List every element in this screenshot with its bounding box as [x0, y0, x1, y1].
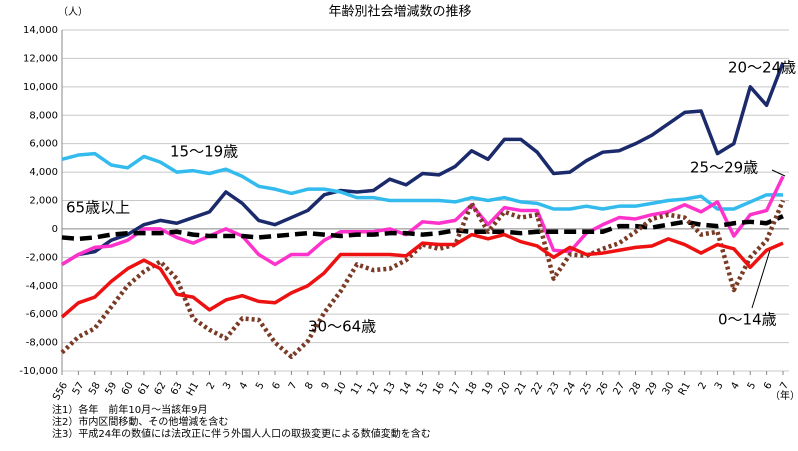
x-tick-label: 2: [205, 381, 218, 392]
y-tick-label: -2,000: [26, 252, 58, 263]
y-tick-label: -10,000: [19, 366, 58, 377]
x-tick-label: R1: [677, 381, 693, 398]
x-tick-label: 24: [562, 381, 578, 398]
x-tick-label: 57: [71, 381, 87, 398]
x-tick-label: 16: [431, 381, 447, 398]
x-tick-label: 29: [644, 381, 660, 398]
x-tick-label: H1: [185, 381, 201, 399]
x-tick-label: 8: [303, 381, 316, 392]
y-tick-label: 8,000: [29, 110, 58, 121]
x-tick-label: 3: [221, 381, 234, 392]
series-line: [61, 214, 784, 242]
y-tick-label: 6,000: [29, 139, 58, 150]
x-tick-label: 20: [497, 381, 513, 398]
x-tick-label: 11: [349, 381, 365, 398]
y-tick-label: -6,000: [26, 309, 58, 320]
y-tick-label: -8,000: [26, 338, 58, 349]
x-tick-label: 3: [713, 381, 726, 392]
x-tick-label: 2: [697, 381, 710, 392]
x-tick-label: 58: [87, 381, 103, 398]
x-tick-label: 7: [778, 381, 791, 392]
x-tick-label: 15: [415, 381, 431, 398]
x-tick-label: 4: [729, 381, 742, 392]
x-tick-label: 60: [120, 381, 136, 398]
x-tick-label: 30: [661, 381, 677, 398]
series-label: 65歳以上: [66, 199, 130, 217]
series-label: 20～24歳: [728, 59, 796, 77]
note: 注3）平成24年の数値には法改正に伴う外国人人口の取扱変更による数値変動を含む: [52, 427, 431, 440]
series-label: 0～14歳: [718, 311, 777, 329]
x-tick-label: 5: [746, 381, 759, 392]
series-label: 30～64歳: [308, 318, 376, 336]
x-tick-label: 26: [595, 381, 611, 398]
y-unit: （人）: [58, 6, 88, 18]
x-tick-label: 19: [480, 381, 496, 398]
x-tick-label: 21: [513, 381, 529, 398]
x-tick-label: 18: [464, 381, 480, 398]
x-tick-label: 22: [530, 381, 546, 398]
x-tick-label: 62: [153, 381, 169, 398]
x-tick-label: 10: [333, 381, 349, 398]
y-tick-label: 14,000: [23, 25, 58, 36]
x-tick-label: 17: [448, 381, 464, 398]
series-line: [61, 175, 785, 267]
x-tick-label: 28: [628, 381, 644, 398]
y-tick-label: -4,000: [26, 281, 58, 292]
x-tick-label: 63: [169, 381, 185, 398]
x-unit: （年）: [770, 389, 798, 402]
pointer: [771, 169, 786, 177]
x-tick-label: 61: [136, 381, 152, 398]
x-tick-label: S56: [51, 381, 70, 403]
x-tick-label: 9: [320, 381, 333, 392]
y-tick-label: 4,000: [29, 167, 58, 178]
note: 注1）各年 前年10月～当該年9月: [52, 403, 207, 416]
x-tick-label: 59: [103, 381, 119, 398]
x-tick-label: 5: [254, 381, 267, 392]
series-label: 25～29歳: [690, 159, 758, 177]
x-tick-label: 14: [398, 381, 414, 398]
y-tick-label: 10,000: [23, 82, 58, 93]
series-label: 15～19歳: [170, 143, 238, 161]
x-tick-label: 27: [611, 381, 627, 398]
x-tick-label: 4: [238, 381, 251, 392]
x-tick-label: 12: [366, 381, 382, 398]
chart-title: 年齢別社会増減数の推移: [328, 4, 471, 20]
note: 注2）市内区間移動、その他増減を含む: [52, 415, 228, 428]
x-tick-label: 13: [382, 381, 398, 398]
series-line: [60, 232, 784, 319]
x-tick-label: 25: [579, 381, 595, 398]
y-tick-label: 2,000: [29, 196, 58, 207]
x-tick-label: 7: [287, 381, 300, 392]
series-line: [61, 151, 783, 211]
y-tick-label: 0: [52, 224, 58, 235]
series-line: [61, 62, 785, 266]
pointer: [751, 249, 771, 309]
x-tick-label: 6: [271, 381, 284, 392]
x-tick-label: 23: [546, 381, 562, 398]
y-tick-label: 12,000: [23, 53, 58, 64]
x-tick-label: 6: [762, 381, 775, 392]
